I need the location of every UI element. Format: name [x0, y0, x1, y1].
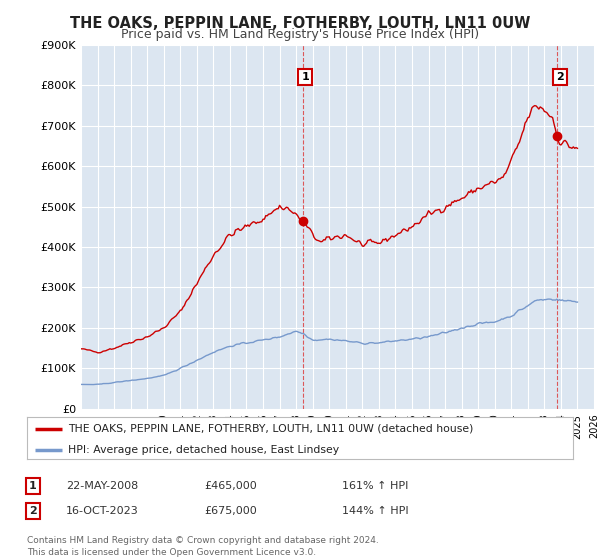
Text: HPI: Average price, detached house, East Lindsey: HPI: Average price, detached house, East…: [68, 445, 339, 455]
Text: £465,000: £465,000: [204, 481, 257, 491]
Text: 1: 1: [29, 481, 37, 491]
Text: Price paid vs. HM Land Registry's House Price Index (HPI): Price paid vs. HM Land Registry's House …: [121, 28, 479, 41]
Text: THE OAKS, PEPPIN LANE, FOTHERBY, LOUTH, LN11 0UW: THE OAKS, PEPPIN LANE, FOTHERBY, LOUTH, …: [70, 16, 530, 31]
Text: 144% ↑ HPI: 144% ↑ HPI: [342, 506, 409, 516]
Text: 16-OCT-2023: 16-OCT-2023: [66, 506, 139, 516]
Text: 22-MAY-2008: 22-MAY-2008: [66, 481, 138, 491]
Text: THE OAKS, PEPPIN LANE, FOTHERBY, LOUTH, LN11 0UW (detached house): THE OAKS, PEPPIN LANE, FOTHERBY, LOUTH, …: [68, 423, 473, 433]
Text: 1: 1: [301, 72, 309, 82]
Text: 161% ↑ HPI: 161% ↑ HPI: [342, 481, 409, 491]
Text: £675,000: £675,000: [204, 506, 257, 516]
Text: Contains HM Land Registry data © Crown copyright and database right 2024.
This d: Contains HM Land Registry data © Crown c…: [27, 536, 379, 557]
Text: 2: 2: [556, 72, 564, 82]
Text: 2: 2: [29, 506, 37, 516]
